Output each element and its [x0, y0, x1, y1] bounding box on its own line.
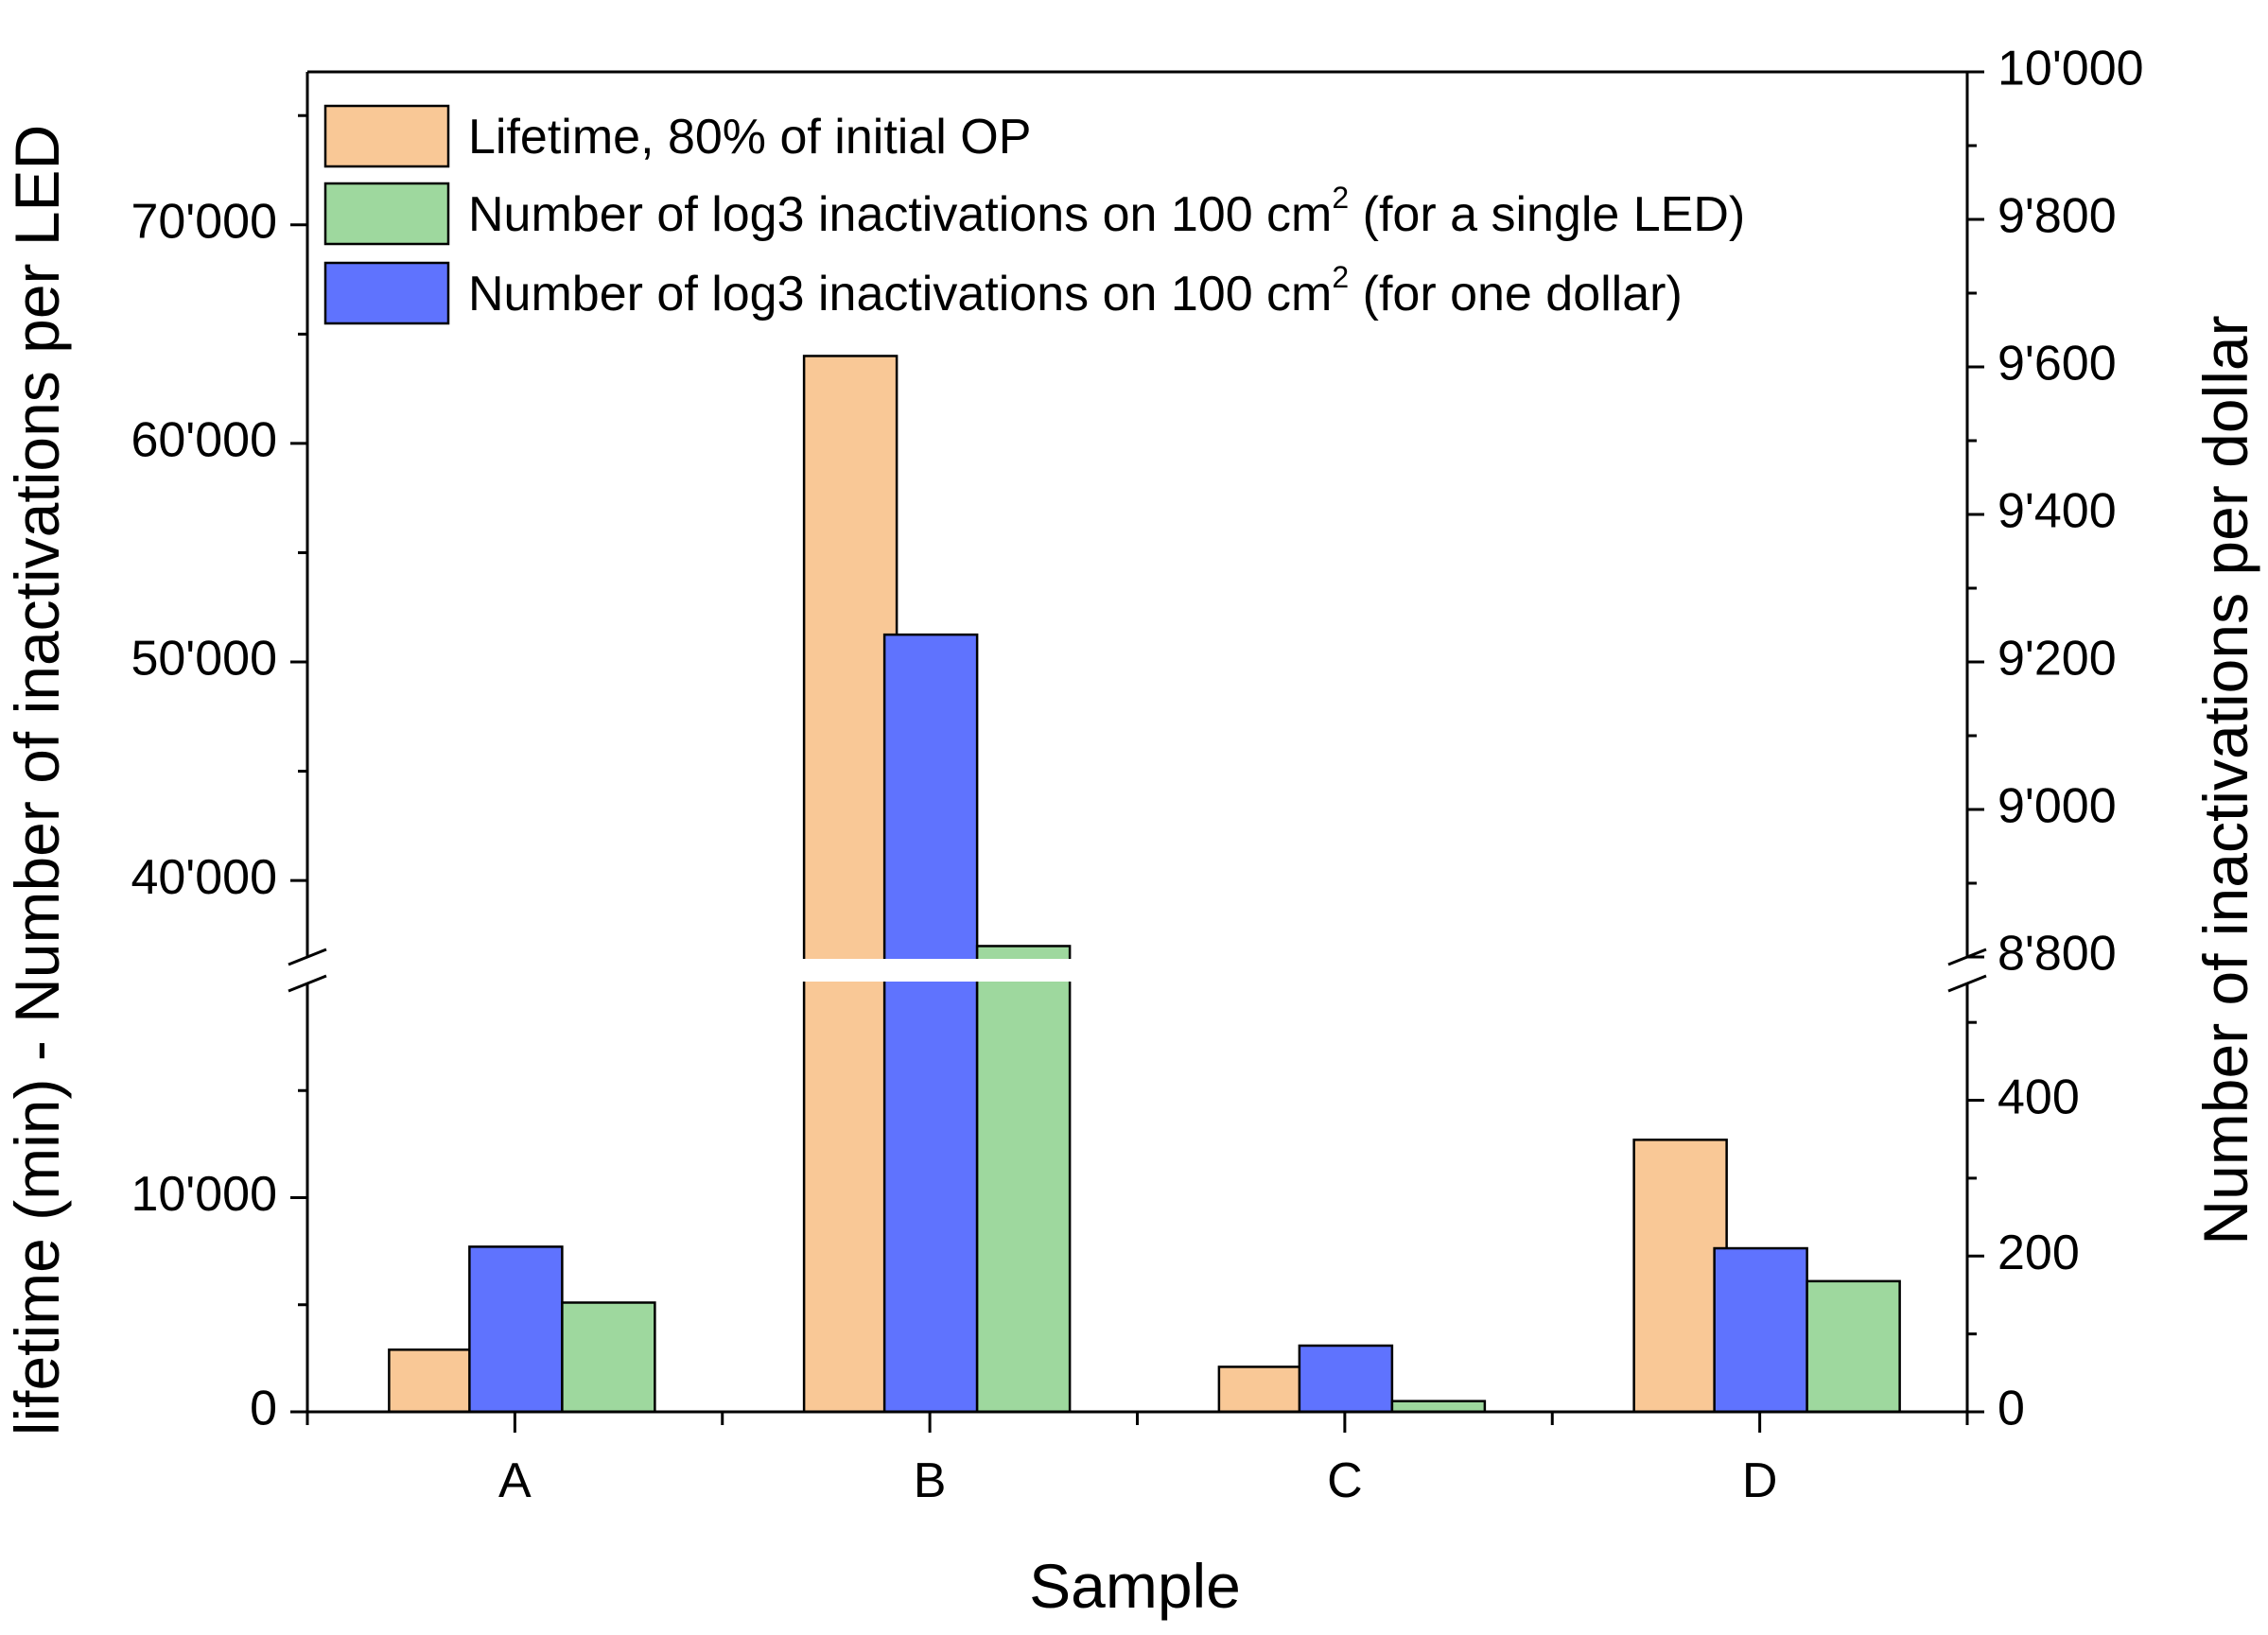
right-tick-label: 0 [1998, 1382, 2025, 1436]
bar-c-series-3 [1390, 1400, 1487, 1414]
x-tick-label-d: D [1742, 1453, 1778, 1508]
bar-a-series-3 [561, 1301, 656, 1414]
legend-swatch-1 [323, 104, 450, 168]
left-tick-label: 50'000 [131, 632, 277, 687]
axis-break-mark [1947, 974, 1987, 993]
legend-swatch-2 [323, 182, 450, 246]
x-tick-label-b: B [914, 1453, 947, 1508]
left-tick-label: 0 [250, 1382, 277, 1436]
bar-d-series-3 [1806, 1279, 1901, 1414]
y-axis-title-left: lifetime (min) - Number of inactivations… [2, 125, 72, 1435]
right-tick-label: 9'200 [1998, 632, 2117, 687]
axis-break-gap [306, 959, 1968, 982]
left-tick-label: 40'000 [131, 850, 277, 905]
legend-label-1: Lifetime, 80% of initial OP [468, 110, 1031, 165]
bar-b-series-1 [802, 355, 898, 1414]
right-tick-label: 9'800 [1998, 189, 2117, 244]
bar-b-series-3 [975, 945, 1072, 1414]
bar-c-series-1 [1217, 1365, 1314, 1414]
legend-swatch-3 [323, 261, 450, 325]
bar-d-series-2 [1713, 1246, 1808, 1414]
bar-a-series-1 [388, 1348, 483, 1414]
left-tick-label: 60'000 [131, 413, 277, 468]
tick-group: 0 10'000 40'000 50'000 60'000 70'000 0 200 400 8'… [131, 42, 2143, 1508]
legend-label-2: Number of log3 inactivations on 100 cm2 … [468, 181, 1745, 242]
right-tick-label: 200 [1998, 1226, 2080, 1280]
bar-d-series-1 [1632, 1139, 1728, 1414]
right-tick-label: 8'800 [1998, 927, 2117, 982]
axis-break-mark [288, 948, 327, 966]
legend: Lifetime, 80% of initial OP Number of log… [323, 104, 1745, 325]
right-tick-label: 9'000 [1998, 779, 2117, 834]
bar-b-series-2 [882, 633, 979, 1414]
y-axis-title-right: Number of inactivations per dollar [2190, 315, 2260, 1244]
left-tick-label: 10'000 [131, 1167, 277, 1222]
right-tick-label: 9'400 [1998, 484, 2117, 539]
right-tick-label: 9'600 [1998, 337, 2117, 391]
right-tick-label: 10'000 [1998, 42, 2144, 96]
bar-a-series-2 [468, 1245, 564, 1414]
right-tick-label: 400 [1998, 1070, 2080, 1124]
left-tick-label: 70'000 [131, 195, 277, 250]
x-tick-label-a: A [498, 1453, 532, 1508]
legend-label-3: Number of log3 inactivations on 100 cm2 … [468, 260, 1683, 322]
bars-group [306, 355, 1968, 1414]
bar-c-series-2 [1298, 1344, 1394, 1414]
x-tick-label-c: C [1327, 1453, 1363, 1508]
x-axis-title: Sample [1029, 1551, 1241, 1621]
axis-break-mark [288, 974, 327, 993]
